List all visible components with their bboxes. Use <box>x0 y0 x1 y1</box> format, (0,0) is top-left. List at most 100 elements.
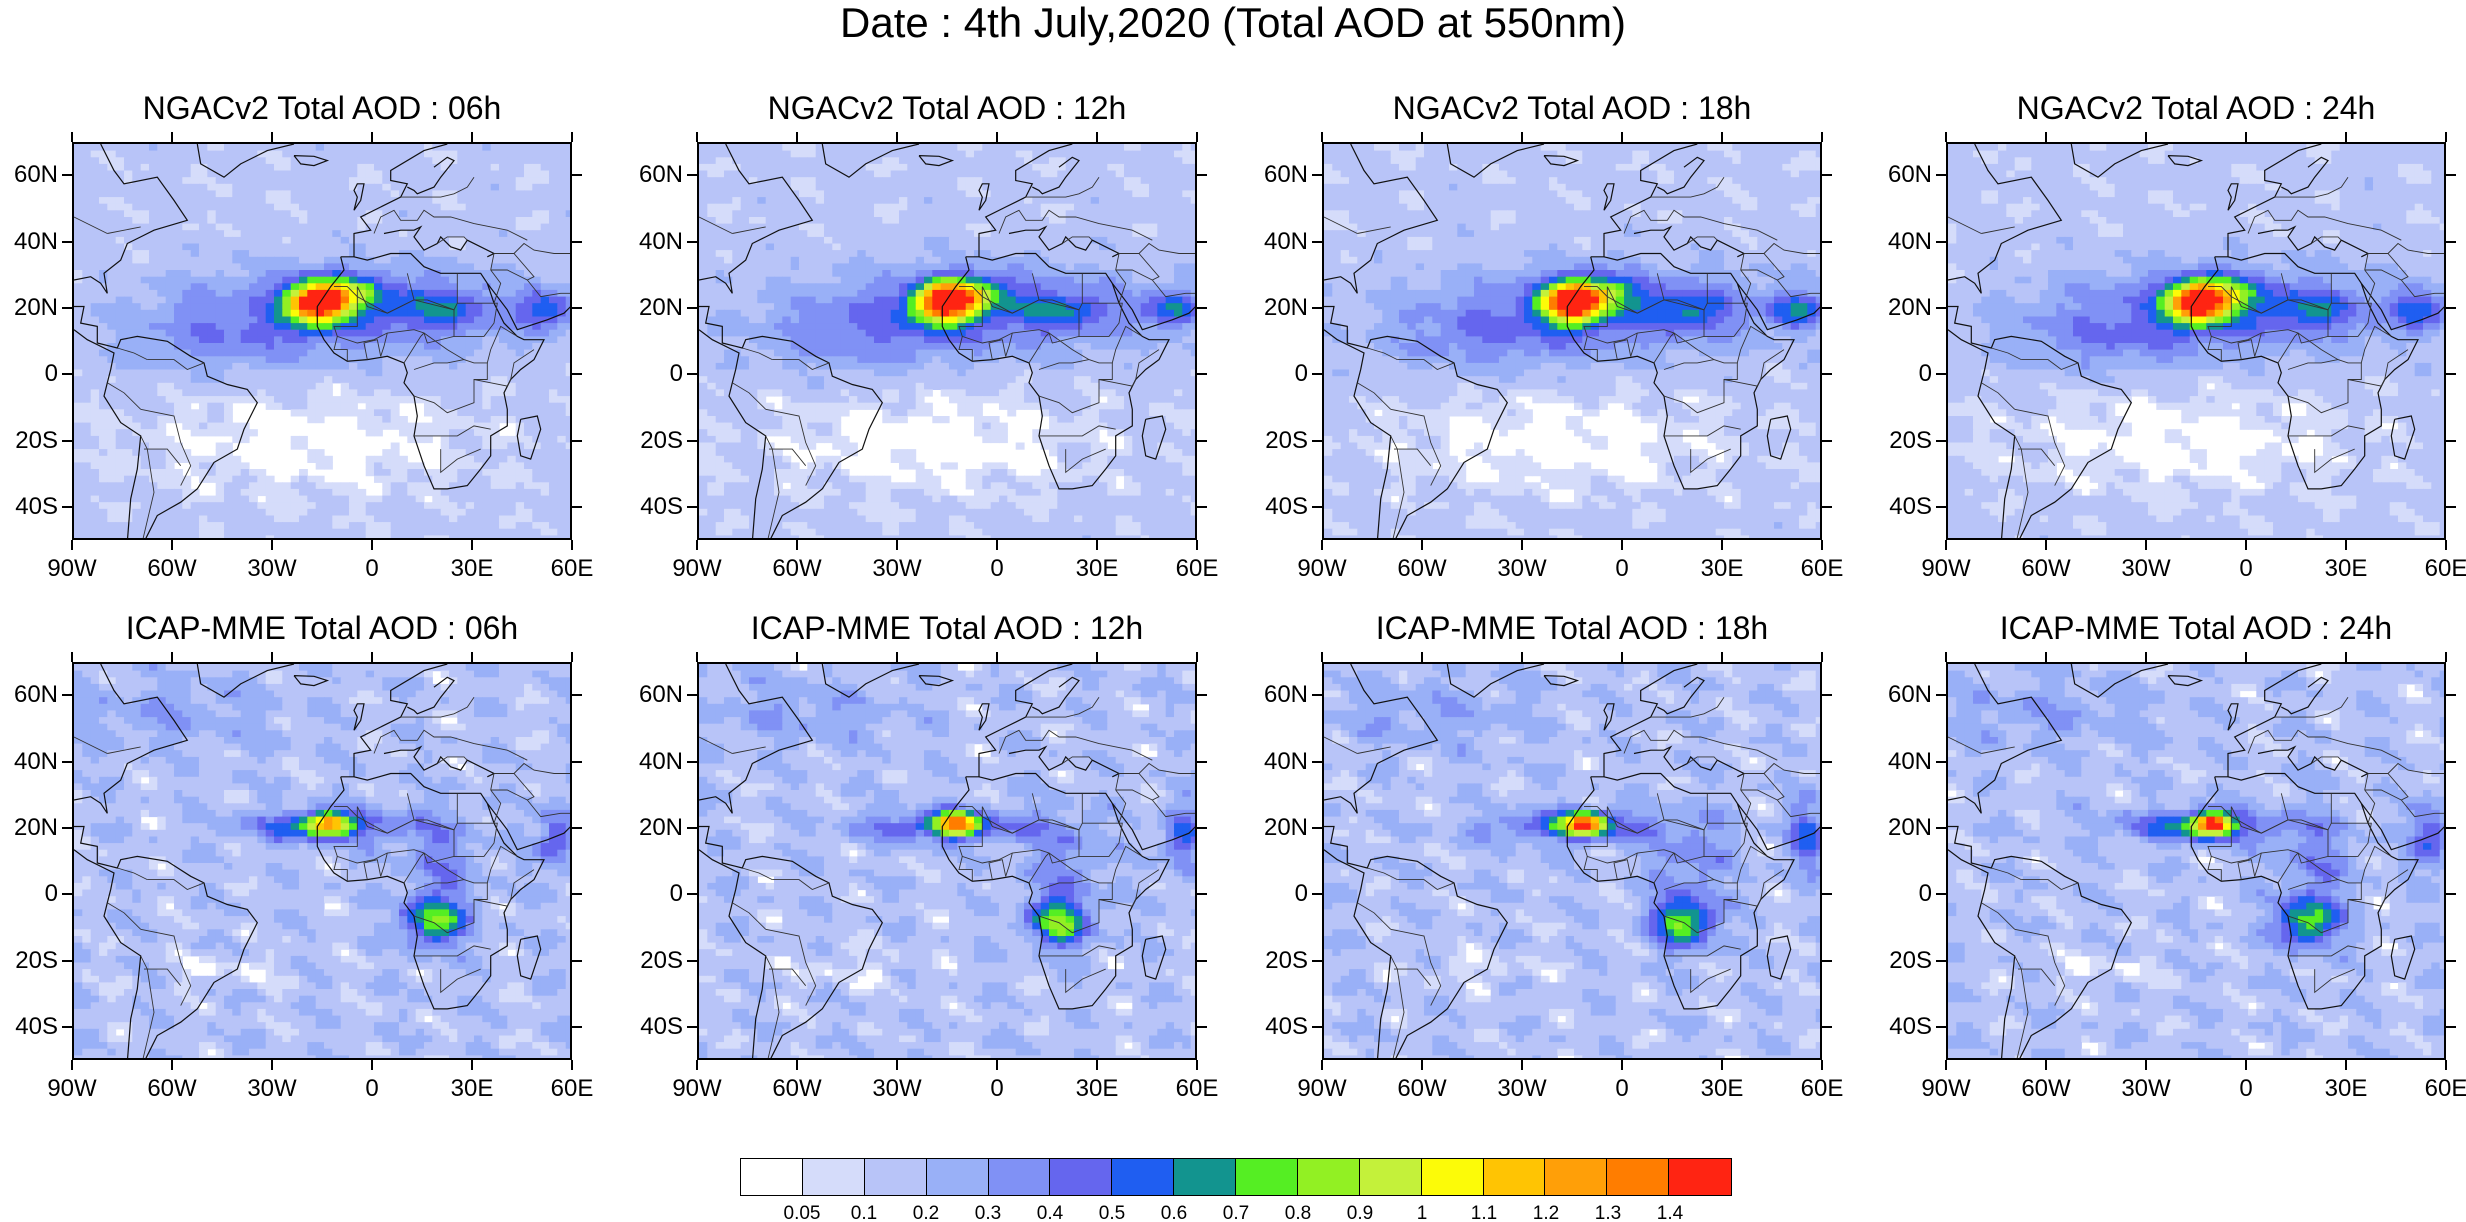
lat-tick-label: 0 <box>623 361 683 387</box>
lon-tick-mark <box>571 132 573 142</box>
lat-tick-label: 20S <box>1248 427 1308 454</box>
colorbar-label: 1.2 <box>1516 1203 1576 1222</box>
lon-tick-mark <box>2445 540 2447 550</box>
lon-tick-mark <box>1096 1060 1098 1070</box>
lat-tick-mark <box>1197 826 1207 829</box>
colorbar-box <box>1236 1159 1298 1195</box>
lat-tick-mark <box>2446 893 2456 896</box>
lon-tick-label: 0 <box>1582 1076 1662 1102</box>
lon-tick-mark <box>571 1060 573 1070</box>
colorbar-label: 0.3 <box>958 1203 1018 1222</box>
panel-title: NGACv2 Total AOD : 06h <box>22 90 622 126</box>
lon-tick-mark <box>571 652 573 662</box>
aod-map <box>72 662 572 1060</box>
lat-tick-label: 20N <box>1248 814 1308 841</box>
lon-tick-mark <box>1421 652 1423 662</box>
lon-tick-mark <box>171 1060 173 1070</box>
lon-tick-mark <box>2245 1060 2247 1070</box>
lon-tick-label: 0 <box>332 556 412 582</box>
aod-map <box>1946 662 2446 1060</box>
lat-tick-label: 20S <box>1872 947 1932 974</box>
lat-tick-mark <box>572 694 582 697</box>
lon-tick-mark <box>471 1060 473 1070</box>
lon-tick-mark <box>996 132 998 142</box>
lon-tick-mark <box>1421 1060 1423 1070</box>
lon-tick-mark <box>371 540 373 550</box>
lat-tick-label: 20N <box>0 294 58 321</box>
lon-tick-mark <box>896 132 898 142</box>
lat-tick-mark <box>1936 694 1946 697</box>
lon-tick-mark <box>1621 132 1623 142</box>
lon-tick-mark <box>1521 540 1523 550</box>
lon-tick-mark <box>896 652 898 662</box>
lat-tick-label: 40S <box>0 1013 58 1040</box>
lat-tick-label: 0 <box>1248 361 1308 387</box>
lon-tick-mark <box>171 540 173 550</box>
colorbar <box>740 1158 1732 1196</box>
lon-tick-label: 0 <box>957 1076 1037 1102</box>
lon-tick-label: 60W <box>1382 556 1462 582</box>
lon-tick-mark <box>1321 1060 1323 1070</box>
lon-tick-label: 60E <box>2406 556 2466 582</box>
lon-tick-mark <box>796 1060 798 1070</box>
lat-tick-mark <box>1197 439 1207 442</box>
aod-field <box>699 664 1195 1058</box>
lon-tick-mark <box>796 132 798 142</box>
lat-tick-mark <box>1822 893 1832 896</box>
lon-tick-mark <box>1196 132 1198 142</box>
lat-tick-mark <box>2446 505 2456 508</box>
lat-tick-mark <box>62 826 72 829</box>
aod-map <box>1322 142 1822 540</box>
lon-tick-mark <box>1621 1060 1623 1070</box>
lat-tick-mark <box>687 1025 697 1028</box>
lat-tick-label: 40S <box>1872 493 1932 520</box>
lon-tick-label: 90W <box>657 1076 737 1102</box>
lon-tick-mark <box>71 1060 73 1070</box>
lat-tick-label: 40S <box>0 493 58 520</box>
lon-tick-mark <box>1821 652 1823 662</box>
lat-tick-mark <box>1312 893 1322 896</box>
panel-title: NGACv2 Total AOD : 12h <box>647 90 1247 126</box>
lat-tick-mark <box>2446 694 2456 697</box>
lat-tick-label: 40N <box>1248 748 1308 775</box>
lon-tick-mark <box>2445 132 2447 142</box>
lat-tick-mark <box>572 1025 582 1028</box>
colorbar-label: 0.8 <box>1268 1203 1328 1222</box>
lat-tick-mark <box>62 694 72 697</box>
colorbar-box <box>802 1159 865 1195</box>
lon-tick-mark <box>1421 540 1423 550</box>
lon-tick-mark <box>1821 1060 1823 1070</box>
lat-tick-label: 0 <box>0 881 58 907</box>
lat-tick-mark <box>1936 1025 1946 1028</box>
lon-tick-mark <box>471 652 473 662</box>
lat-tick-mark <box>1822 306 1832 309</box>
lat-tick-mark <box>2446 826 2456 829</box>
lat-tick-label: 20N <box>623 294 683 321</box>
lon-tick-mark <box>996 652 998 662</box>
lon-tick-mark <box>2045 540 2047 550</box>
figure-title: Date : 4th July,2020 (Total AOD at 550nm… <box>0 0 2466 46</box>
lat-tick-mark <box>1312 826 1322 829</box>
colorbar-box <box>864 1159 927 1195</box>
lat-tick-mark <box>2446 439 2456 442</box>
lon-tick-label: 30E <box>2306 1076 2386 1102</box>
aod-field <box>74 664 570 1058</box>
lat-tick-mark <box>687 893 697 896</box>
lat-tick-label: 20S <box>1248 947 1308 974</box>
lon-tick-mark <box>1721 132 1723 142</box>
lon-tick-label: 90W <box>1282 1076 1362 1102</box>
lon-tick-mark <box>1821 132 1823 142</box>
lat-tick-label: 60N <box>623 682 683 708</box>
lat-tick-mark <box>1936 505 1946 508</box>
colorbar-label: 1.1 <box>1454 1203 1514 1222</box>
lat-tick-mark <box>1936 760 1946 763</box>
lat-tick-label: 40S <box>1248 493 1308 520</box>
lon-tick-mark <box>896 1060 898 1070</box>
lon-tick-label: 60W <box>2006 1076 2086 1102</box>
lat-tick-mark <box>62 240 72 243</box>
lon-tick-mark <box>796 540 798 550</box>
lon-tick-mark <box>2145 540 2147 550</box>
lat-tick-label: 40S <box>1248 1013 1308 1040</box>
lat-tick-mark <box>1822 1025 1832 1028</box>
lon-tick-label: 0 <box>2206 556 2286 582</box>
